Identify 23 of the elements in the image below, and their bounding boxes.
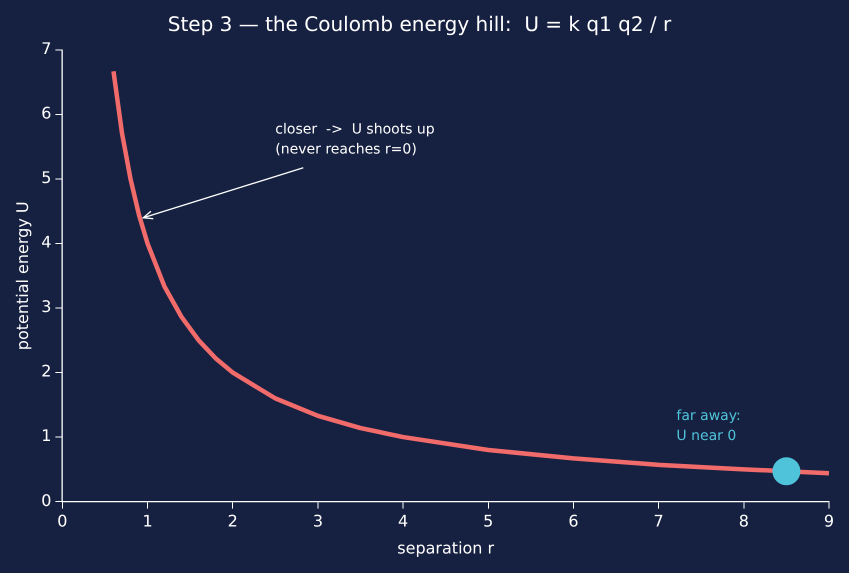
x-tick-label: 1 [142, 511, 153, 530]
y-tick-label: 0 [41, 490, 52, 510]
y-tick-label: 7 [41, 39, 52, 58]
x-tick-label: 3 [312, 511, 324, 530]
y-tick-label: 1 [41, 426, 52, 446]
x-tick-label: 7 [654, 511, 664, 530]
y-tick-label: 3 [41, 297, 52, 316]
x-tick-label: 8 [738, 511, 749, 530]
y-tick-label: 6 [41, 104, 52, 123]
y-axis-title: potential energy U [12, 201, 32, 350]
annotation: closer -> U shoots up (never reaches r=0) [275, 122, 435, 158]
y-tick-label: 4 [41, 232, 52, 252]
x-tick-label: 5 [483, 511, 494, 530]
x-tick-label: 4 [398, 511, 408, 530]
annotation: far away: U near 0 [676, 408, 741, 444]
x-axis-title: separation r [397, 538, 495, 558]
x-tick-label: 0 [57, 511, 68, 530]
y-tick-label: 2 [41, 362, 52, 381]
x-tick-label: 2 [228, 511, 238, 530]
y-tick-label: 5 [41, 168, 52, 188]
x-tick-label: 9 [824, 511, 834, 530]
chart-title: Step 3 — the Coulomb energy hill: U = k q1 q2 / r [168, 12, 672, 36]
x-tick-label: 6 [568, 511, 579, 530]
